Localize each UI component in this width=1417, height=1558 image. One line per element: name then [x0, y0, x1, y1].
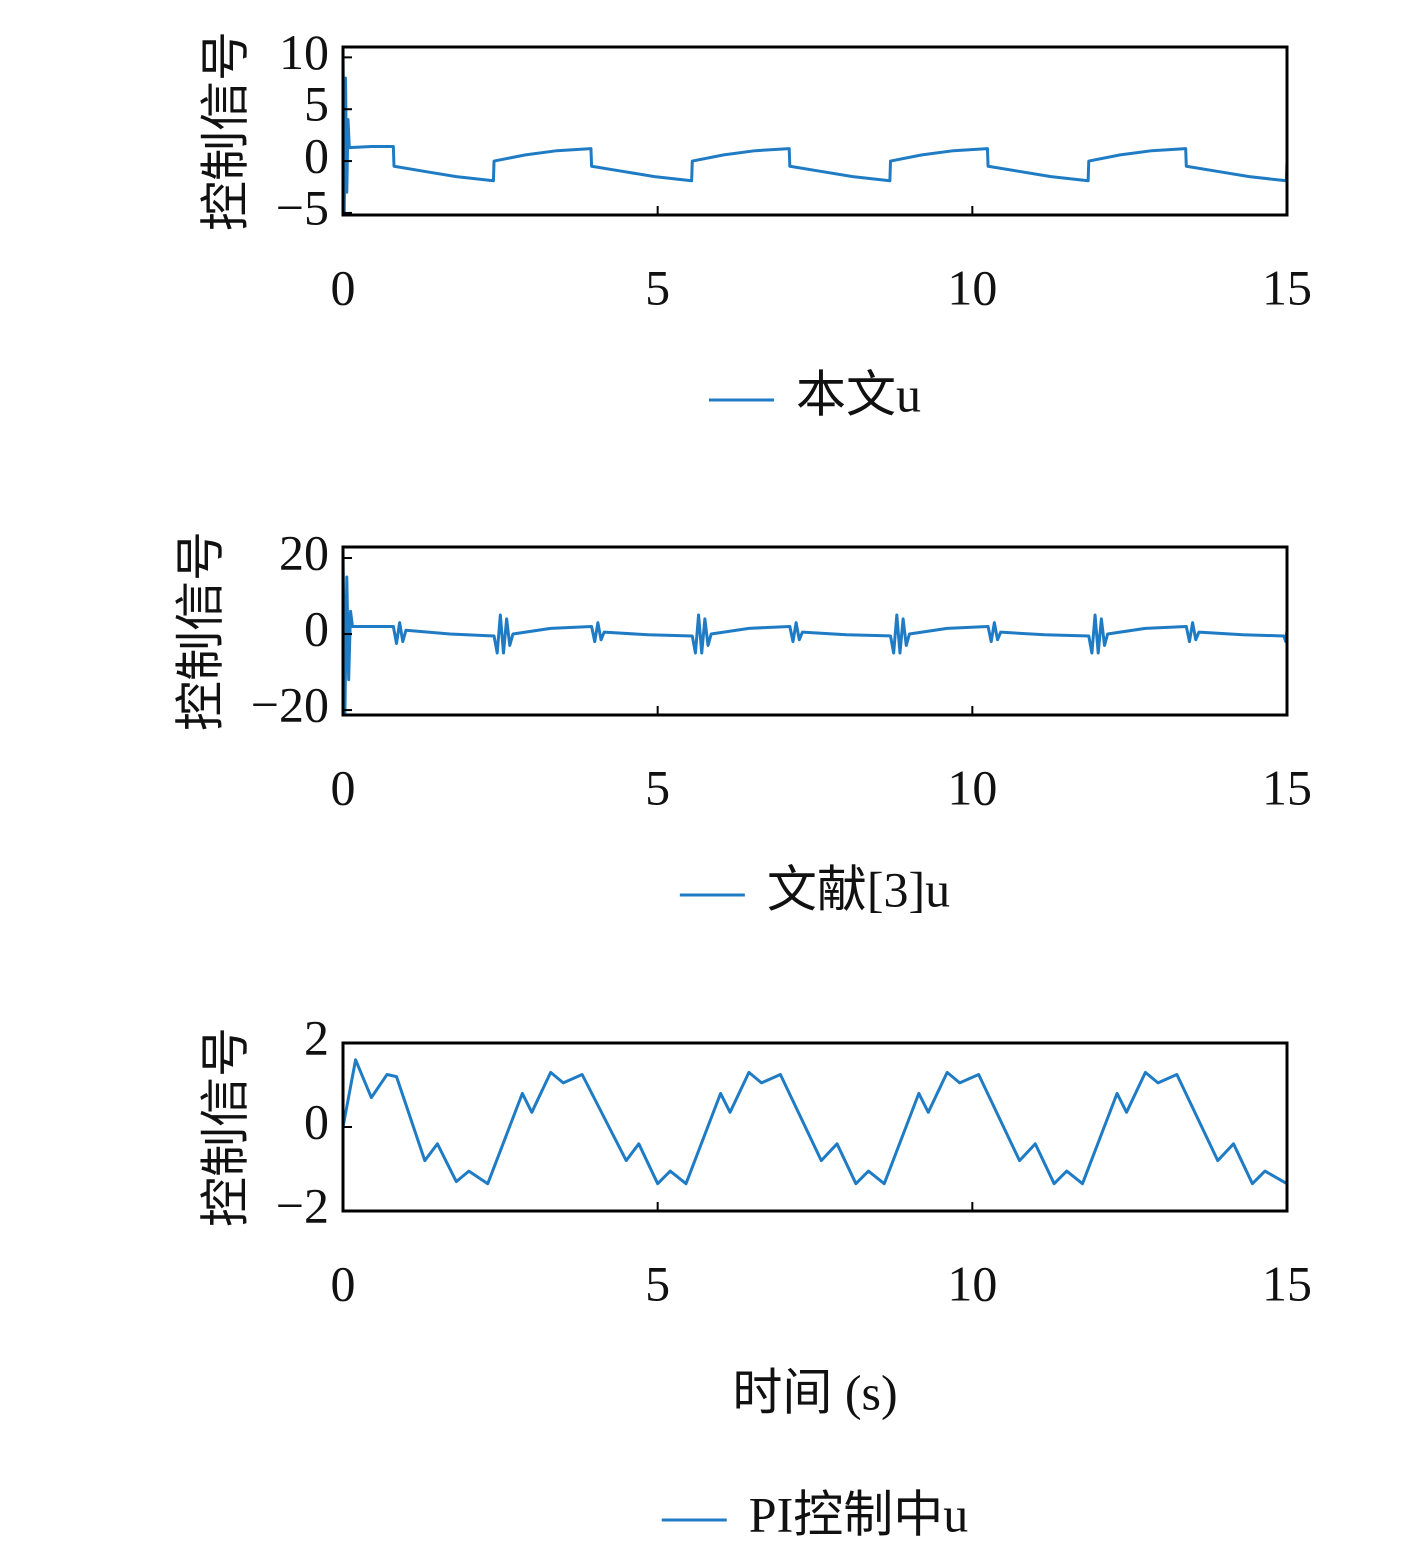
plot-frame — [341, 545, 1289, 717]
x-tick-label: 10 — [947, 259, 997, 315]
y-tick-label: 10 — [279, 24, 329, 80]
x-tick-label: 5 — [645, 259, 670, 315]
legend-label: 文献[3]u — [767, 861, 950, 917]
y-axis-label: 控制信号 — [197, 1027, 253, 1227]
x-tick-label: 10 — [947, 759, 997, 815]
y-tick-label: 0 — [304, 1093, 329, 1149]
data-line — [341, 46, 1289, 215]
y-tick-label: 2 — [304, 1009, 329, 1065]
y-tick-label: 0 — [304, 128, 329, 184]
x-tick-label: 10 — [947, 1255, 997, 1311]
plot-frame — [341, 1041, 1289, 1213]
y-tick-label: 5 — [304, 76, 329, 132]
y-tick-label: −20 — [251, 677, 329, 733]
legend-label: 本文u — [796, 366, 921, 422]
data-line — [341, 550, 1289, 716]
y-tick-label: 0 — [304, 601, 329, 657]
y-axis-label: 控制信号 — [197, 31, 253, 231]
y-tick-label: 20 — [279, 524, 329, 580]
x-tick-label: 15 — [1262, 1255, 1312, 1311]
x-tick-label: 0 — [331, 1255, 356, 1311]
x-tick-label: 15 — [1262, 259, 1312, 315]
plot-frame — [341, 45, 1289, 217]
legend-label: PI控制中u — [749, 1486, 968, 1542]
y-tick-label: −5 — [276, 179, 329, 235]
x-tick-label: 0 — [331, 759, 356, 815]
x-tick-label: 5 — [645, 1255, 670, 1311]
y-tick-label: −2 — [276, 1177, 329, 1233]
x-tick-label: 0 — [331, 259, 356, 315]
x-tick-label: 5 — [645, 759, 670, 815]
x-tick-label: 15 — [1262, 759, 1312, 815]
x-axis-label: 时间 (s) — [732, 1364, 897, 1420]
data-line — [341, 1058, 1288, 1186]
y-axis-label: 控制信号 — [172, 531, 228, 731]
